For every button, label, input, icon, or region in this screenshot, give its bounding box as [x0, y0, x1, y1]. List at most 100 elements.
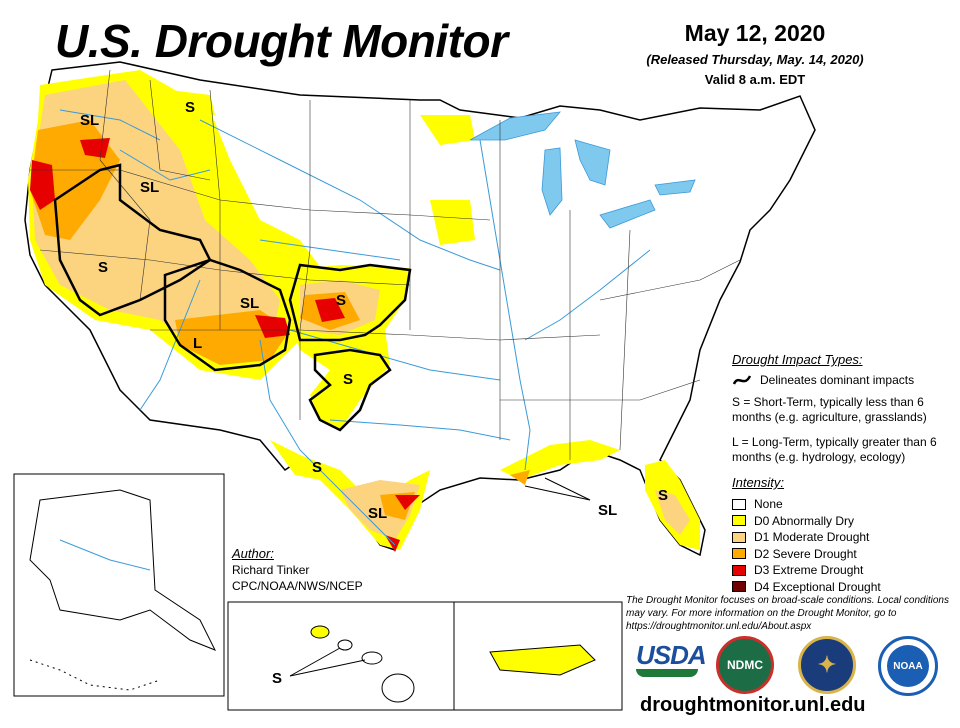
d2-gulf — [510, 470, 530, 485]
impact-line-ok — [308, 348, 392, 432]
state-line-12 — [500, 379, 701, 401]
intensity-label: D3 Extreme Drought — [754, 563, 864, 577]
eagle-seal-icon: ✦ — [798, 636, 856, 694]
hawaii-island-maui — [361, 651, 383, 665]
map-title: U.S. Drought Monitor — [55, 15, 508, 67]
d0-mt — [170, 90, 215, 115]
swatch-none — [732, 498, 746, 510]
author-label: Author: — [232, 546, 274, 561]
impact-lines — [53, 163, 412, 432]
river-platte — [259, 239, 401, 261]
intensity-row-d1: D1 Moderate Drought — [732, 529, 957, 545]
intensity-row-none: None — [732, 496, 957, 512]
river-ohio — [524, 249, 651, 341]
d3-ca — [30, 160, 55, 210]
disclaimer-note: The Drought Monitor focuses on broad-sca… — [626, 595, 949, 632]
river-rio-grande — [259, 339, 396, 546]
website-url[interactable]: droughtmonitor.unl.edu — [640, 694, 866, 716]
pointer-lines — [524, 477, 591, 501]
puerto-rico-inset — [453, 601, 623, 711]
usda-logo: USDA — [636, 640, 707, 684]
label-s-hawaii: S — [272, 670, 282, 687]
label-sl-oregon: SL — [80, 112, 99, 129]
river-red — [329, 419, 511, 441]
delineates-label: Delineates dominant impacts — [760, 373, 915, 387]
d3-plains — [315, 298, 345, 322]
swatch-d0 — [732, 515, 746, 526]
label-sl-colorado: SL — [240, 295, 259, 312]
river-colorado — [139, 279, 201, 411]
state-line-13 — [599, 259, 741, 301]
river-columbia — [59, 109, 161, 141]
map-date: May 12, 2020 — [684, 20, 826, 46]
d0-ne — [430, 200, 475, 245]
hawaii-pointer-1 — [289, 647, 341, 677]
impact-line-fourcorners — [163, 258, 292, 372]
noaa-logo-inner: NOAA — [887, 645, 929, 687]
long-term-text: L = Long-Term, typically greater than 6 … — [732, 435, 937, 464]
label-s-kansas: S — [336, 292, 346, 309]
state-boundaries — [30, 69, 741, 460]
label-s-nevada: S — [98, 259, 108, 276]
swatch-d1 — [732, 531, 746, 543]
state-line-11 — [619, 229, 631, 451]
intensity-label: D4 Exceptional Drought — [754, 579, 881, 594]
short-term-text: S = Short-Term, typically less than 6 mo… — [732, 395, 927, 424]
usda-logo-text: USDA — [636, 640, 707, 670]
state-line-1 — [99, 69, 151, 301]
swatch-d4 — [732, 581, 746, 592]
intensity-title: Intensity: — [732, 475, 785, 490]
pointer-sl-1 — [544, 477, 591, 501]
impact-line-icon — [732, 375, 752, 385]
noaa-logo-text: NOAA — [893, 660, 923, 672]
release-date: (Released Thursday, May. 14, 2020) — [646, 52, 864, 67]
label-sl-texas-south: SL — [368, 505, 387, 522]
pointer-sl-2 — [524, 485, 591, 501]
usda-logo-bar — [636, 669, 698, 677]
label-sl-gulf: SL — [598, 502, 617, 519]
intensity-label: D2 Severe Drought — [754, 546, 857, 561]
impact-line-plains — [288, 263, 412, 342]
intensity-label: None — [754, 497, 783, 511]
intensity-row-d4: D4 Exceptional Drought — [732, 579, 957, 595]
d3-texas — [395, 495, 420, 510]
hawaii-island-oahu — [337, 639, 353, 651]
intensity-label: D0 Abnormally Dry — [754, 513, 855, 528]
impact-line-legend: Delineates dominant impacts — [732, 373, 957, 387]
alaska-shape — [29, 489, 217, 651]
great-lakes — [469, 111, 696, 229]
swatch-d3 — [732, 564, 746, 576]
ndmc-logo-text: NDMC — [727, 658, 763, 672]
lake-erie — [599, 199, 656, 229]
lake-michigan — [541, 147, 563, 216]
alaska-river — [59, 539, 151, 571]
label-sl-idaho: SL — [140, 179, 159, 196]
lake-superior — [469, 111, 561, 141]
d0-mn — [420, 115, 475, 145]
river-mississippi — [479, 139, 531, 471]
label-s-montana: S — [185, 99, 195, 116]
hawaii-frame — [227, 601, 455, 711]
alaska-inset — [13, 473, 225, 697]
label-s-texas-west: S — [312, 459, 322, 476]
author-name: Richard Tinker — [232, 563, 310, 577]
lake-huron — [574, 139, 611, 186]
valid-time: Valid 8 a.m. EDT — [704, 72, 806, 87]
intensity-label: D1 Moderate Drought — [754, 530, 870, 544]
author-org: CPC/NOAA/NWS/NCEP — [232, 579, 363, 593]
label-l-arizona: L — [193, 335, 202, 352]
drought-areas — [28, 70, 700, 552]
ndmc-logo: NDMC — [716, 636, 774, 694]
noaa-logo: NOAA — [878, 636, 938, 696]
d3-co — [255, 315, 290, 338]
swatch-d2 — [732, 548, 746, 559]
state-line-7 — [39, 249, 411, 286]
lake-ontario — [654, 179, 696, 196]
author-block: Author: Richard Tinker CPC/NOAA/NWS/NCEP — [232, 546, 363, 594]
impact-labels: SL S SL S SL S L S S SL SL S S — [80, 99, 668, 687]
intensity-row-d2: D2 Severe Drought — [732, 546, 957, 562]
impact-types-title: Drought Impact Types: — [732, 352, 863, 367]
intensity-row-d0: D0 Abnormally Dry — [732, 513, 957, 529]
puerto-rico-shape — [489, 644, 596, 676]
d3-or — [80, 138, 110, 158]
